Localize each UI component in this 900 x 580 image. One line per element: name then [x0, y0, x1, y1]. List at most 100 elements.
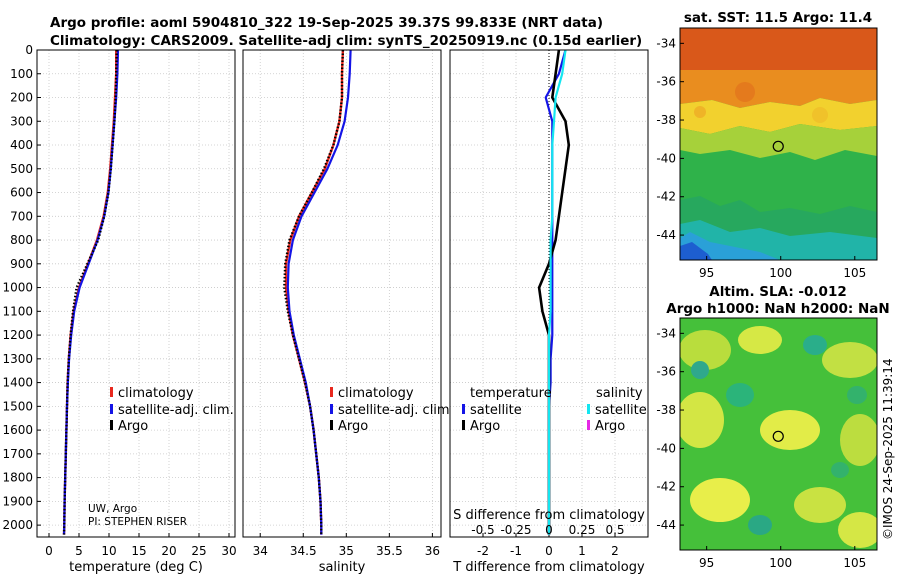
- x-tick-label: 0: [545, 544, 553, 558]
- x-tick-label: -2: [477, 544, 489, 558]
- difference-legend: temperature salinity satellite Argo sate…: [462, 386, 647, 434]
- legend-s-argo-swatch: [587, 420, 590, 430]
- figure-title-line2: Climatology: CARS2009. Satellite-adj cli…: [50, 33, 642, 49]
- lat-tick-label: -40: [656, 441, 676, 455]
- sla-map-panel: Altim. SLA: -0.012 Argo h1000: NaN h2000…: [656, 284, 889, 570]
- depth-tick-label: 300: [10, 114, 33, 128]
- temperature-plot-area: [37, 50, 235, 537]
- depth-tick-label: 1300: [2, 352, 33, 366]
- sla-map-title-line2: Argo h1000: NaN h2000: NaN: [666, 301, 889, 317]
- salinity-plot-area: [243, 50, 441, 537]
- x-tick-label: 5: [75, 544, 83, 558]
- lat-tick-label: -44: [656, 518, 676, 532]
- depth-tick-labels: 0 100 200 300 400 500 600 700 800 900 1000 1100 1200…: [2, 43, 41, 532]
- sst-map-frame: [679, 27, 878, 261]
- salinity-legend: climatology satellite-adj. clim. Argo: [330, 386, 454, 434]
- x-tick-label: 34.5: [290, 544, 317, 558]
- legend-argo-label: Argo: [118, 419, 148, 434]
- depth-tick-label: 1100: [2, 304, 33, 318]
- imos-watermark: ©IMOS 24-Sep-2025 11:39:14: [881, 358, 895, 540]
- legend-s-argo-label: Argo: [595, 419, 625, 434]
- series-line-satellite-adj-clim-: [286, 49, 352, 535]
- depth-tick-label: 500: [10, 162, 33, 176]
- series-line-salinity-satellite: [547, 49, 567, 535]
- temperature-grid: [37, 49, 235, 537]
- legend-climatology-swatch: [110, 387, 113, 397]
- x-tick-label: 30: [221, 544, 236, 558]
- s-difference-xlabel: S difference from climatology: [453, 508, 645, 523]
- sla-axis-ticks: 95 100 105 -34 -36 -38 -40 -42 -44: [656, 326, 866, 570]
- legend-satellite-swatch: [330, 404, 333, 414]
- legend-satellite-label: satellite-adj. clim.: [118, 403, 234, 418]
- depth-tick-label: 100: [10, 67, 33, 81]
- credit-line1: UW, Argo: [88, 503, 137, 515]
- x-tick-label: 35.5: [376, 544, 403, 558]
- lon-tick-label: 100: [769, 556, 792, 570]
- legend-t-argo-swatch: [462, 420, 465, 430]
- lon-tick-label: 95: [699, 266, 714, 280]
- sst-axis-ticks: 95 100 105 -34 -36 -38 -40 -42 -44: [656, 36, 866, 280]
- lat-tick-label: -38: [656, 403, 676, 417]
- x-tick-label: 25: [191, 544, 206, 558]
- depth-tick-label: 1800: [2, 471, 33, 485]
- lat-tick-label: -38: [656, 113, 676, 127]
- profile-location-marker: [772, 140, 784, 152]
- difference-panel: -2 -1 0 1 2 T difference from climatology S …: [449, 49, 649, 575]
- legend-climatology-swatch: [330, 387, 333, 397]
- depth-tick-label: 800: [10, 233, 33, 247]
- legend-s-satellite-label: satellite: [595, 403, 647, 418]
- x-tick-label: 10: [101, 544, 116, 558]
- x-tick-label: 20: [161, 544, 176, 558]
- salinity-xlabel: salinity: [319, 560, 366, 575]
- legend-temperature-heading: temperature: [470, 386, 552, 401]
- depth-tick-label: 0: [25, 43, 33, 57]
- legend-argo-swatch: [330, 420, 333, 430]
- depth-tick-label: 900: [10, 257, 33, 271]
- x-tick-label: 15: [131, 544, 146, 558]
- series-line-argo: [62, 49, 118, 535]
- depth-tick-label: 1500: [2, 399, 33, 413]
- lat-tick-label: -40: [656, 151, 676, 165]
- sla-map-frame: [679, 317, 878, 551]
- salinity-tick-labels: 34 34.5 35 35.5 36: [253, 533, 440, 558]
- s-diff-tick-label: -0.5: [471, 523, 494, 537]
- figure-title-line1: Argo profile: aoml 5904810_322 19-Sep-20…: [50, 15, 603, 31]
- lon-tick-label: 95: [699, 556, 714, 570]
- legend-t-argo-label: Argo: [470, 419, 500, 434]
- legend-s-satellite-swatch: [587, 404, 590, 414]
- legend-satellite-label: satellite-adj. clim.: [338, 403, 454, 418]
- series-line-satellite-adj-clim-: [62, 49, 120, 535]
- temperature-xlabel: temperature (deg C): [69, 560, 203, 575]
- lat-tick-label: -34: [656, 326, 676, 340]
- depth-tick-label: 400: [10, 138, 33, 152]
- salinity-axes-box: [242, 49, 442, 538]
- difference-axes-box: [449, 49, 649, 538]
- legend-t-satellite-swatch: [462, 404, 465, 414]
- lat-tick-label: -36: [656, 365, 676, 379]
- legend-argo-label: Argo: [338, 419, 368, 434]
- credit-line2: PI: STEPHEN RISER: [88, 516, 187, 528]
- legend-satellite-swatch: [110, 404, 113, 414]
- legend-argo-swatch: [110, 420, 113, 430]
- x-tick-label: 34: [253, 544, 268, 558]
- lat-tick-label: -42: [656, 480, 676, 494]
- s-diff-tick-label: -0.25: [500, 523, 531, 537]
- depth-tick-label: 1600: [2, 423, 33, 437]
- sla-map-title-line1: Altim. SLA: -0.012: [709, 284, 846, 300]
- depth-tick-label: 2000: [2, 518, 33, 532]
- difference-series: [537, 49, 571, 535]
- lon-tick-label: 100: [769, 266, 792, 280]
- legend-climatology-label: climatology: [338, 386, 414, 401]
- s-diff-tick-label: 0: [545, 523, 553, 537]
- temperature-legend: climatology satellite-adj. clim. Argo: [110, 386, 234, 434]
- depth-tick-label: 1900: [2, 494, 33, 508]
- lat-tick-label: -34: [656, 36, 676, 50]
- lat-tick-label: -36: [656, 75, 676, 89]
- s-diff-tick-label: 0.25: [569, 523, 596, 537]
- x-tick-label: 0: [45, 544, 53, 558]
- profile-location-marker: [772, 430, 784, 442]
- x-tick-label: 36: [425, 544, 440, 558]
- x-tick-label: 35: [339, 544, 354, 558]
- depth-tick-label: 200: [10, 91, 33, 105]
